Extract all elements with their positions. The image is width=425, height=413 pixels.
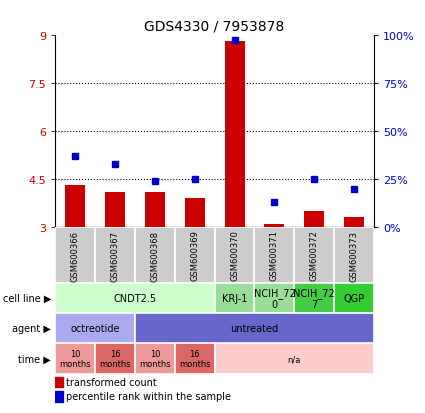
Bar bbox=[135, 313, 374, 344]
Text: GSM600370: GSM600370 bbox=[230, 230, 239, 281]
Bar bbox=[294, 228, 334, 283]
Text: GSM600367: GSM600367 bbox=[110, 230, 119, 281]
Text: 16
months: 16 months bbox=[99, 349, 131, 368]
Text: octreotide: octreotide bbox=[71, 323, 120, 334]
Bar bbox=[334, 228, 374, 283]
Text: agent ▶: agent ▶ bbox=[12, 323, 51, 334]
Text: QGP: QGP bbox=[343, 293, 365, 304]
Bar bbox=[145, 192, 165, 228]
Text: GSM600373: GSM600373 bbox=[350, 230, 359, 281]
Bar bbox=[55, 344, 95, 374]
Text: percentile rank within the sample: percentile rank within the sample bbox=[66, 392, 231, 401]
Bar bbox=[255, 228, 294, 283]
Bar bbox=[55, 391, 63, 401]
Bar bbox=[294, 283, 334, 313]
Bar bbox=[55, 228, 95, 283]
Bar bbox=[224, 42, 244, 228]
Text: transformed count: transformed count bbox=[66, 377, 157, 387]
Bar bbox=[334, 283, 374, 313]
Text: NCIH_72
7: NCIH_72 7 bbox=[293, 287, 335, 310]
Bar bbox=[215, 228, 255, 283]
Text: n/a: n/a bbox=[288, 354, 301, 363]
Bar bbox=[105, 192, 125, 228]
Text: time ▶: time ▶ bbox=[18, 354, 51, 364]
Text: GSM600372: GSM600372 bbox=[310, 230, 319, 281]
Text: CNDT2.5: CNDT2.5 bbox=[113, 293, 156, 304]
Bar bbox=[95, 228, 135, 283]
Text: GSM600368: GSM600368 bbox=[150, 230, 159, 281]
Text: untreated: untreated bbox=[230, 323, 278, 334]
Title: GDS4330 / 7953878: GDS4330 / 7953878 bbox=[144, 19, 285, 33]
Text: GSM600369: GSM600369 bbox=[190, 230, 199, 281]
Bar bbox=[215, 344, 374, 374]
Text: cell line ▶: cell line ▶ bbox=[3, 293, 51, 304]
Text: KRJ-1: KRJ-1 bbox=[222, 293, 247, 304]
Bar bbox=[175, 344, 215, 374]
Bar bbox=[65, 186, 85, 228]
Bar bbox=[344, 218, 364, 228]
Bar bbox=[264, 224, 284, 228]
Text: 10
months: 10 months bbox=[139, 349, 171, 368]
Text: GSM600366: GSM600366 bbox=[71, 230, 79, 281]
Bar bbox=[215, 283, 255, 313]
Bar bbox=[55, 377, 63, 387]
Bar bbox=[95, 344, 135, 374]
Text: 10
months: 10 months bbox=[60, 349, 91, 368]
Bar bbox=[185, 199, 205, 228]
Bar bbox=[55, 283, 215, 313]
Text: NCIH_72
0: NCIH_72 0 bbox=[254, 287, 295, 310]
Bar bbox=[175, 228, 215, 283]
Text: GSM600371: GSM600371 bbox=[270, 230, 279, 281]
Bar bbox=[135, 344, 175, 374]
Bar bbox=[304, 211, 324, 228]
Bar bbox=[55, 313, 135, 344]
Bar bbox=[135, 228, 175, 283]
Text: 16
months: 16 months bbox=[179, 349, 210, 368]
Bar bbox=[255, 283, 294, 313]
